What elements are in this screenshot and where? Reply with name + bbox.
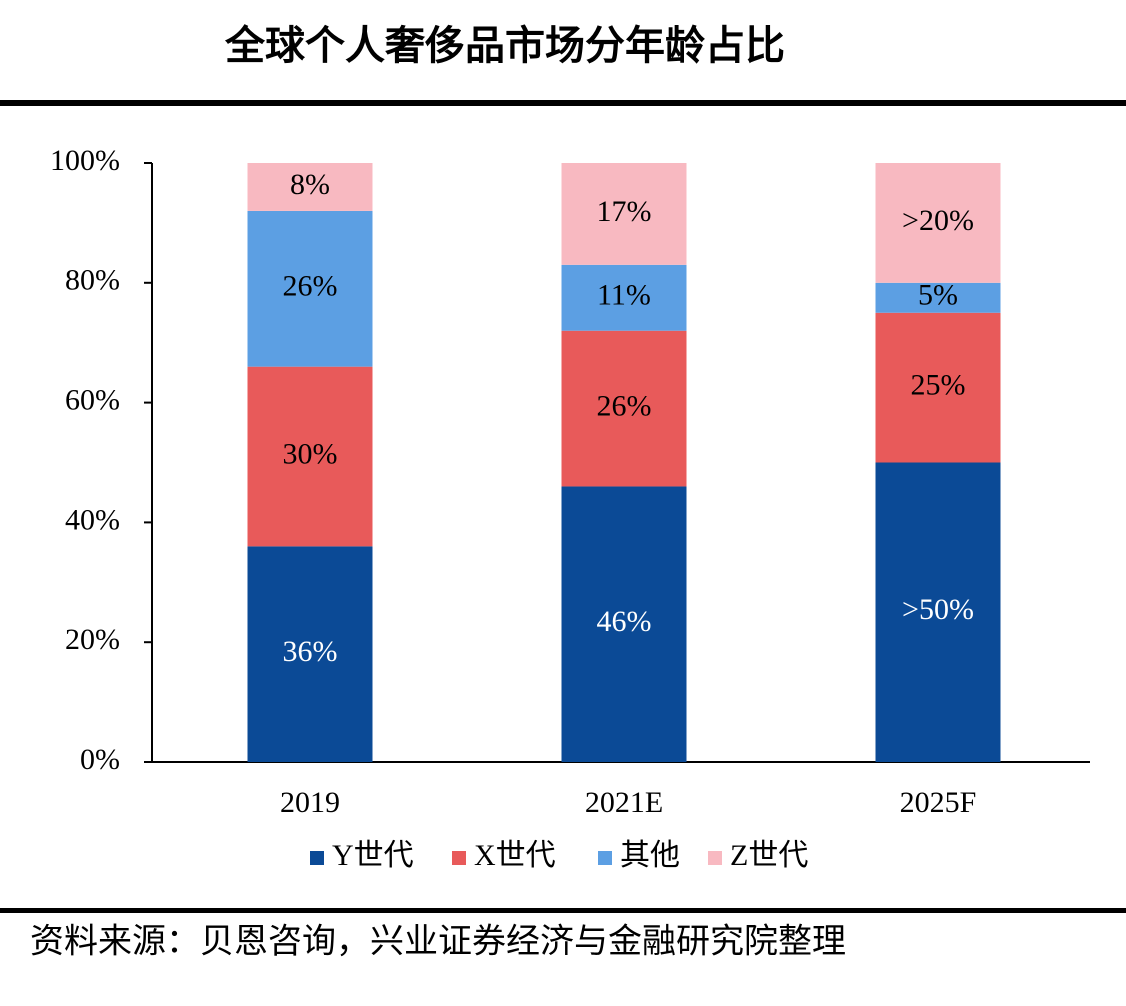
bar-segment — [247, 546, 373, 762]
legend-swatch — [452, 851, 466, 865]
bar-segment — [875, 312, 1001, 463]
data-label: 30% — [283, 437, 338, 470]
bar-segment — [561, 163, 687, 265]
data-label: 46% — [597, 605, 652, 638]
bar-segment — [561, 264, 687, 331]
y-tick-label: 20% — [65, 623, 120, 656]
data-label: >50% — [902, 593, 974, 626]
data-label: 8% — [290, 168, 330, 201]
legend-swatch — [708, 851, 722, 865]
legend-label: Y世代 — [332, 839, 414, 872]
bar-segment — [561, 486, 687, 762]
x-tick-label: 2025F — [900, 786, 977, 819]
legend-label: 其他 — [620, 839, 680, 872]
source-note: 资料来源：贝恩咨询，兴业证券经济与金融研究院整理 — [30, 922, 846, 962]
data-label: 25% — [911, 369, 966, 402]
y-tick-label: 40% — [65, 503, 120, 536]
data-label: 36% — [283, 635, 338, 668]
bar-segment — [561, 330, 687, 487]
y-tick-label: 0% — [80, 743, 120, 776]
source-rule — [0, 908, 1126, 913]
bar-segment — [247, 210, 373, 367]
data-label: 26% — [283, 270, 338, 303]
bar-segment — [875, 282, 1001, 313]
bar-segment — [875, 462, 1001, 762]
data-label: 17% — [597, 195, 652, 228]
legend-swatch — [310, 851, 324, 865]
legend-swatch — [598, 851, 612, 865]
bar-segment — [247, 366, 373, 547]
bar-segment — [247, 163, 373, 211]
x-tick-label: 2021E — [585, 786, 663, 819]
y-tick-label: 60% — [65, 383, 120, 416]
data-label: 11% — [597, 279, 651, 312]
legend-label: X世代 — [474, 839, 556, 872]
y-tick-label: 80% — [65, 264, 120, 297]
chart-title: 全球个人奢侈品市场分年龄占比 — [224, 23, 785, 68]
data-label: 5% — [918, 279, 958, 312]
data-label: >20% — [902, 204, 974, 237]
y-tick-label: 100% — [50, 144, 120, 177]
bar-segment — [875, 163, 1001, 283]
title-rule — [0, 100, 1126, 106]
x-tick-label: 2019 — [280, 786, 340, 819]
data-label: 26% — [597, 389, 652, 422]
legend-label: Z世代 — [730, 839, 808, 872]
